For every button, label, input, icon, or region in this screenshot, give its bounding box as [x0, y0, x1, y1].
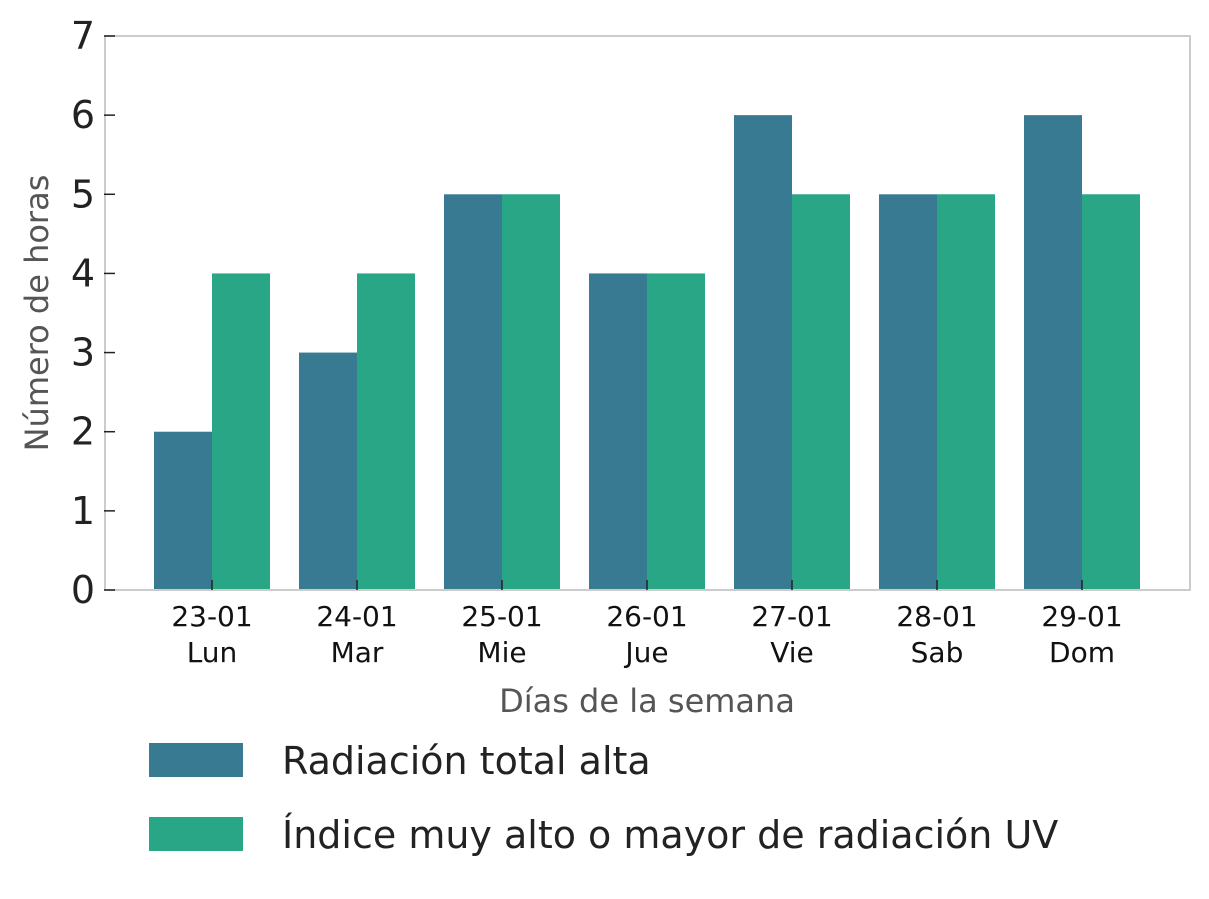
- x-tick-label: 29-01 Dom: [1041, 600, 1122, 669]
- bar-indice-uv: [937, 194, 995, 591]
- y-axis-label: Número de horas: [18, 175, 56, 452]
- y-tick-label: 2: [71, 410, 95, 454]
- bar-radiacion-total: [879, 194, 937, 591]
- bar-indice-uv: [357, 273, 415, 590]
- x-tick-label: 27-01 Vie: [751, 600, 832, 669]
- bar-indice-uv: [212, 273, 270, 590]
- bar-indice-uv: [792, 194, 850, 591]
- bars-group: [154, 115, 1140, 591]
- legend-label: Radiación total alta: [282, 739, 651, 783]
- x-tick-label: 25-01 Mie: [461, 600, 542, 669]
- bar-indice-uv: [1082, 194, 1140, 591]
- x-tick-label: 26-01 Jue: [606, 600, 687, 669]
- y-tick-label: 4: [71, 251, 95, 295]
- bar-radiacion-total: [154, 431, 212, 590]
- x-axis-label: Días de la semana: [499, 682, 795, 720]
- bar-radiacion-total: [444, 194, 502, 591]
- y-tick-label: 7: [71, 14, 95, 58]
- x-tick-label: 23-01 Lun: [171, 600, 252, 669]
- y-tick-label: 3: [71, 331, 95, 375]
- bar-indice-uv: [502, 194, 560, 591]
- legend-swatch: [149, 743, 243, 777]
- y-tick-label: 0: [71, 568, 95, 612]
- bar-radiacion-total: [734, 115, 792, 591]
- bar-radiacion-total: [1024, 115, 1082, 591]
- x-tick-label: 24-01 Mar: [316, 600, 397, 669]
- y-tick-label: 6: [71, 93, 95, 137]
- legend-label: Índice muy alto o mayor de radiación UV: [282, 813, 1058, 857]
- bar-radiacion-total: [589, 273, 647, 590]
- bar-radiacion-total: [299, 352, 357, 590]
- x-tick-label: 28-01 Sab: [896, 600, 977, 669]
- legend: Radiación total alta Índice muy alto o ma…: [149, 739, 1058, 857]
- legend-swatch: [149, 817, 243, 851]
- bar-indice-uv: [647, 273, 705, 590]
- y-tick-label: 5: [71, 172, 95, 216]
- y-tick-label: 1: [71, 489, 95, 533]
- x-axis: 23-01 Lun 24-01 Mar 25-01 Mie 26-01 Jue 27-01 Vie…: [171, 580, 1123, 669]
- y-axis: 0 1 2 3 4 5 6 7: [71, 14, 115, 612]
